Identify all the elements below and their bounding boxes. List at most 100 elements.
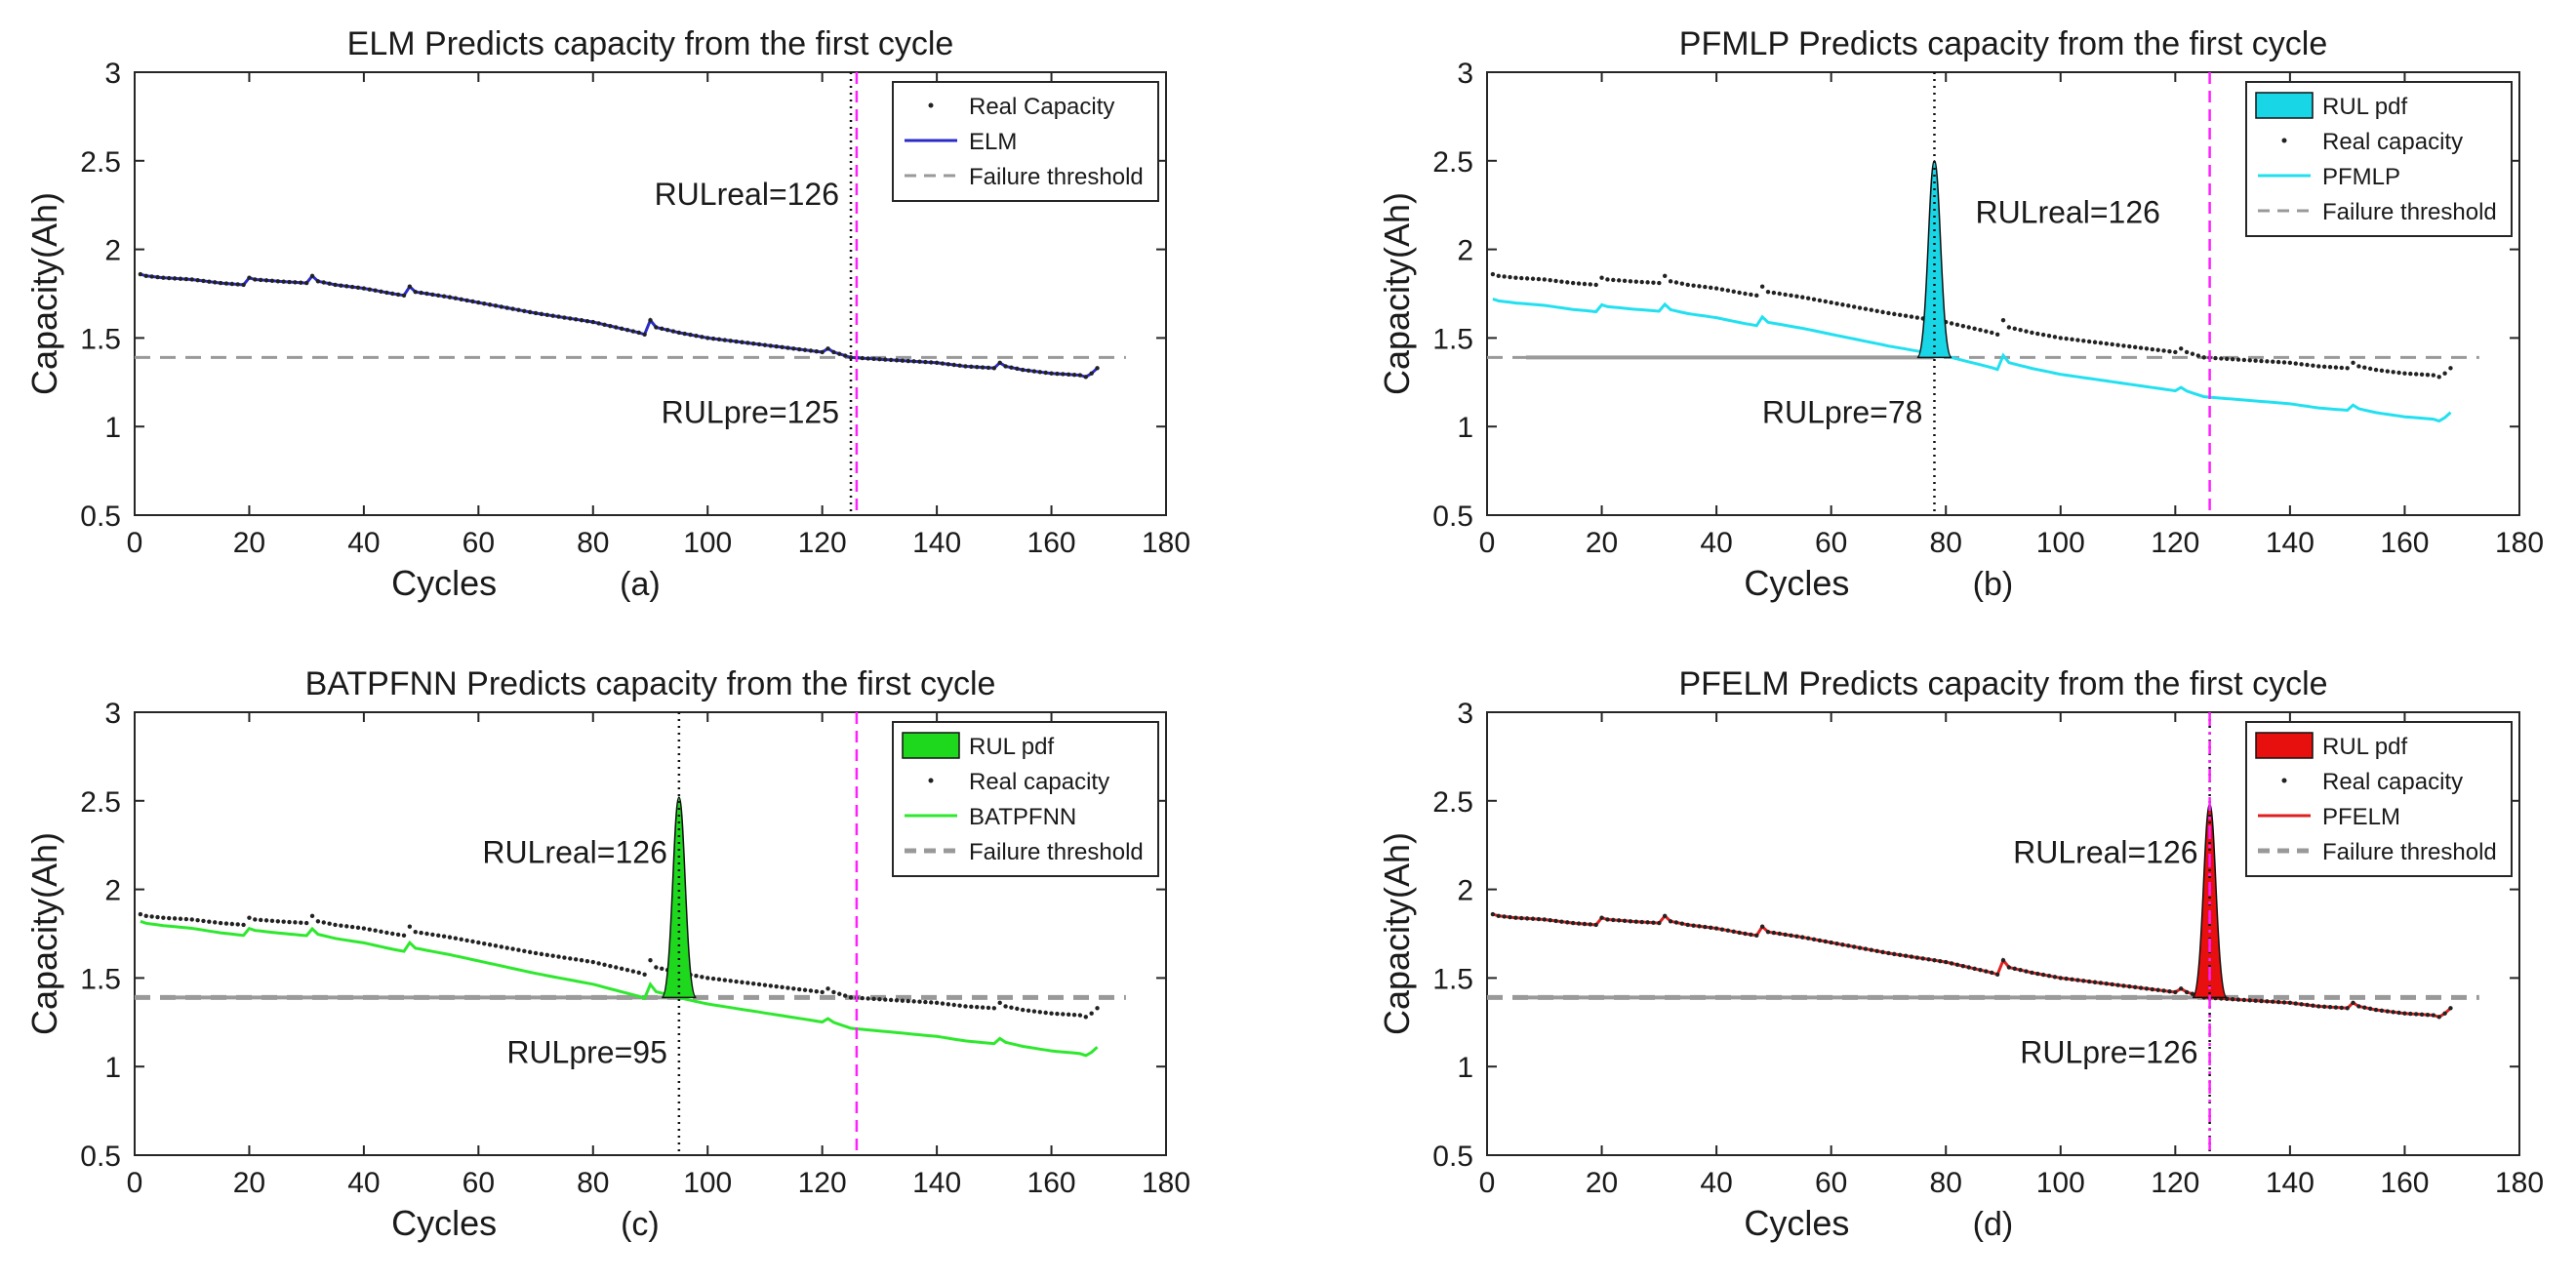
real-capacity-point (263, 278, 269, 283)
real-capacity-point (780, 344, 785, 350)
x-tick-label: 40 (347, 527, 380, 559)
real-capacity-point (355, 285, 361, 291)
real-capacity-point (2092, 340, 2098, 344)
real-capacity-point (1502, 274, 1507, 279)
real-capacity-point (2442, 1011, 2447, 1016)
real-capacity-point (1679, 281, 1685, 286)
real-capacity-point (2018, 968, 2023, 973)
real-capacity-point (447, 935, 453, 940)
real-capacity-point (1639, 279, 1644, 285)
real-capacity-point (1691, 923, 1696, 928)
real-capacity-point (1737, 290, 1742, 296)
real-capacity-point (1869, 947, 1874, 952)
real-capacity-point (2184, 989, 2190, 995)
real-capacity-point (1077, 1013, 1083, 1018)
y-tick-label: 2 (104, 875, 121, 907)
real-capacity-point (619, 326, 624, 332)
real-capacity-point (167, 275, 172, 281)
real-capacity-point (2213, 355, 2218, 361)
real-capacity-point (2104, 982, 2109, 986)
real-capacity-point (384, 930, 389, 936)
real-capacity-point (2293, 1001, 2298, 1006)
annotation-rul-real: RULreal=126 (655, 177, 839, 212)
y-tick-label: 3 (1457, 58, 1473, 90)
real-capacity-point (1949, 961, 1954, 966)
real-capacity-point (997, 360, 1002, 366)
real-capacity-point (2179, 346, 2184, 351)
real-capacity-point (1685, 922, 1690, 928)
real-capacity-point (1954, 322, 1960, 327)
legend-entry: Real Capacity (928, 94, 1114, 120)
real-capacity-point (1508, 914, 1512, 920)
real-capacity-point (1071, 1012, 1077, 1018)
real-capacity-point (1840, 302, 1845, 307)
real-capacity-point (963, 1004, 968, 1009)
real-capacity-point (275, 279, 281, 284)
real-capacity-point (2127, 983, 2132, 989)
annotation-rul-pre: RULpre=126 (2020, 1035, 2197, 1070)
real-capacity-point (1071, 372, 1077, 378)
real-capacity-point (430, 932, 435, 938)
real-capacity-point (2385, 1009, 2391, 1014)
real-capacity-point (980, 1005, 986, 1010)
real-capacity-point (745, 341, 750, 345)
real-capacity-point (796, 346, 802, 352)
real-capacity-point (178, 916, 183, 921)
real-capacity-point (1657, 280, 1662, 286)
y-tick-label: 2 (1457, 235, 1473, 267)
real-capacity-point (590, 959, 595, 965)
real-capacity-point (940, 1001, 946, 1006)
real-capacity-point (1009, 365, 1014, 370)
real-capacity-point (1731, 289, 1736, 295)
x-tick-label: 20 (1586, 527, 1618, 559)
real-capacity-point (1651, 920, 1656, 925)
x-tick-label: 120 (2151, 1167, 2199, 1199)
real-capacity-point (195, 277, 200, 283)
real-capacity-point (2448, 366, 2453, 371)
real-capacity-point (2448, 1006, 2453, 1011)
legend-entry: RUL pdf (902, 732, 1054, 760)
real-capacity-point (2132, 984, 2138, 990)
real-capacity-point (951, 1002, 956, 1008)
real-capacity-point (1043, 370, 1048, 376)
real-capacity-point (2081, 339, 2086, 343)
real-capacity-point (1049, 371, 1054, 376)
real-capacity-point (527, 949, 533, 955)
real-capacity-point (1954, 962, 1960, 967)
real-capacity-point (929, 1000, 934, 1005)
real-capacity-point (871, 996, 876, 1002)
real-capacity-point (579, 958, 584, 963)
real-capacity-point (2287, 360, 2293, 366)
real-capacity-point (183, 916, 189, 922)
x-tick-label: 20 (233, 527, 265, 559)
real-capacity-point (395, 932, 401, 938)
real-capacity-point (722, 978, 728, 982)
x-tick-label: 160 (1027, 527, 1076, 559)
real-capacity-point (436, 933, 441, 939)
real-capacity-point (2311, 363, 2315, 368)
real-capacity-point (1863, 306, 1869, 311)
real-capacity-point (2402, 1011, 2407, 1016)
real-capacity-point (1605, 277, 1610, 282)
real-capacity-point (808, 988, 814, 993)
real-capacity-point (722, 338, 728, 342)
chart-panel-2: PFMLP Predicts capacity from the first c… (1377, 25, 2544, 603)
real-capacity-point (716, 977, 722, 982)
real-capacity-point (2373, 1007, 2379, 1013)
legend: RUL pdf Real capacity PFMLP Failure thresho… (2245, 81, 2513, 237)
real-capacity-point (201, 918, 206, 924)
real-capacity-point (303, 280, 309, 286)
real-capacity-point (315, 919, 321, 924)
real-capacity-point (883, 997, 888, 1002)
real-capacity-point (1657, 920, 1662, 926)
x-axis-label: Cycles (391, 563, 497, 603)
x-tick-label: 40 (1700, 527, 1732, 559)
real-capacity-point (344, 284, 349, 289)
legend-label: Failure threshold (2322, 199, 2497, 225)
real-capacity-point (2167, 349, 2172, 354)
real-capacity-point (923, 999, 928, 1005)
real-capacity-point (636, 970, 641, 976)
real-capacity-point (2155, 347, 2160, 352)
real-capacity-point (2115, 982, 2120, 987)
real-capacity-point (636, 330, 641, 336)
